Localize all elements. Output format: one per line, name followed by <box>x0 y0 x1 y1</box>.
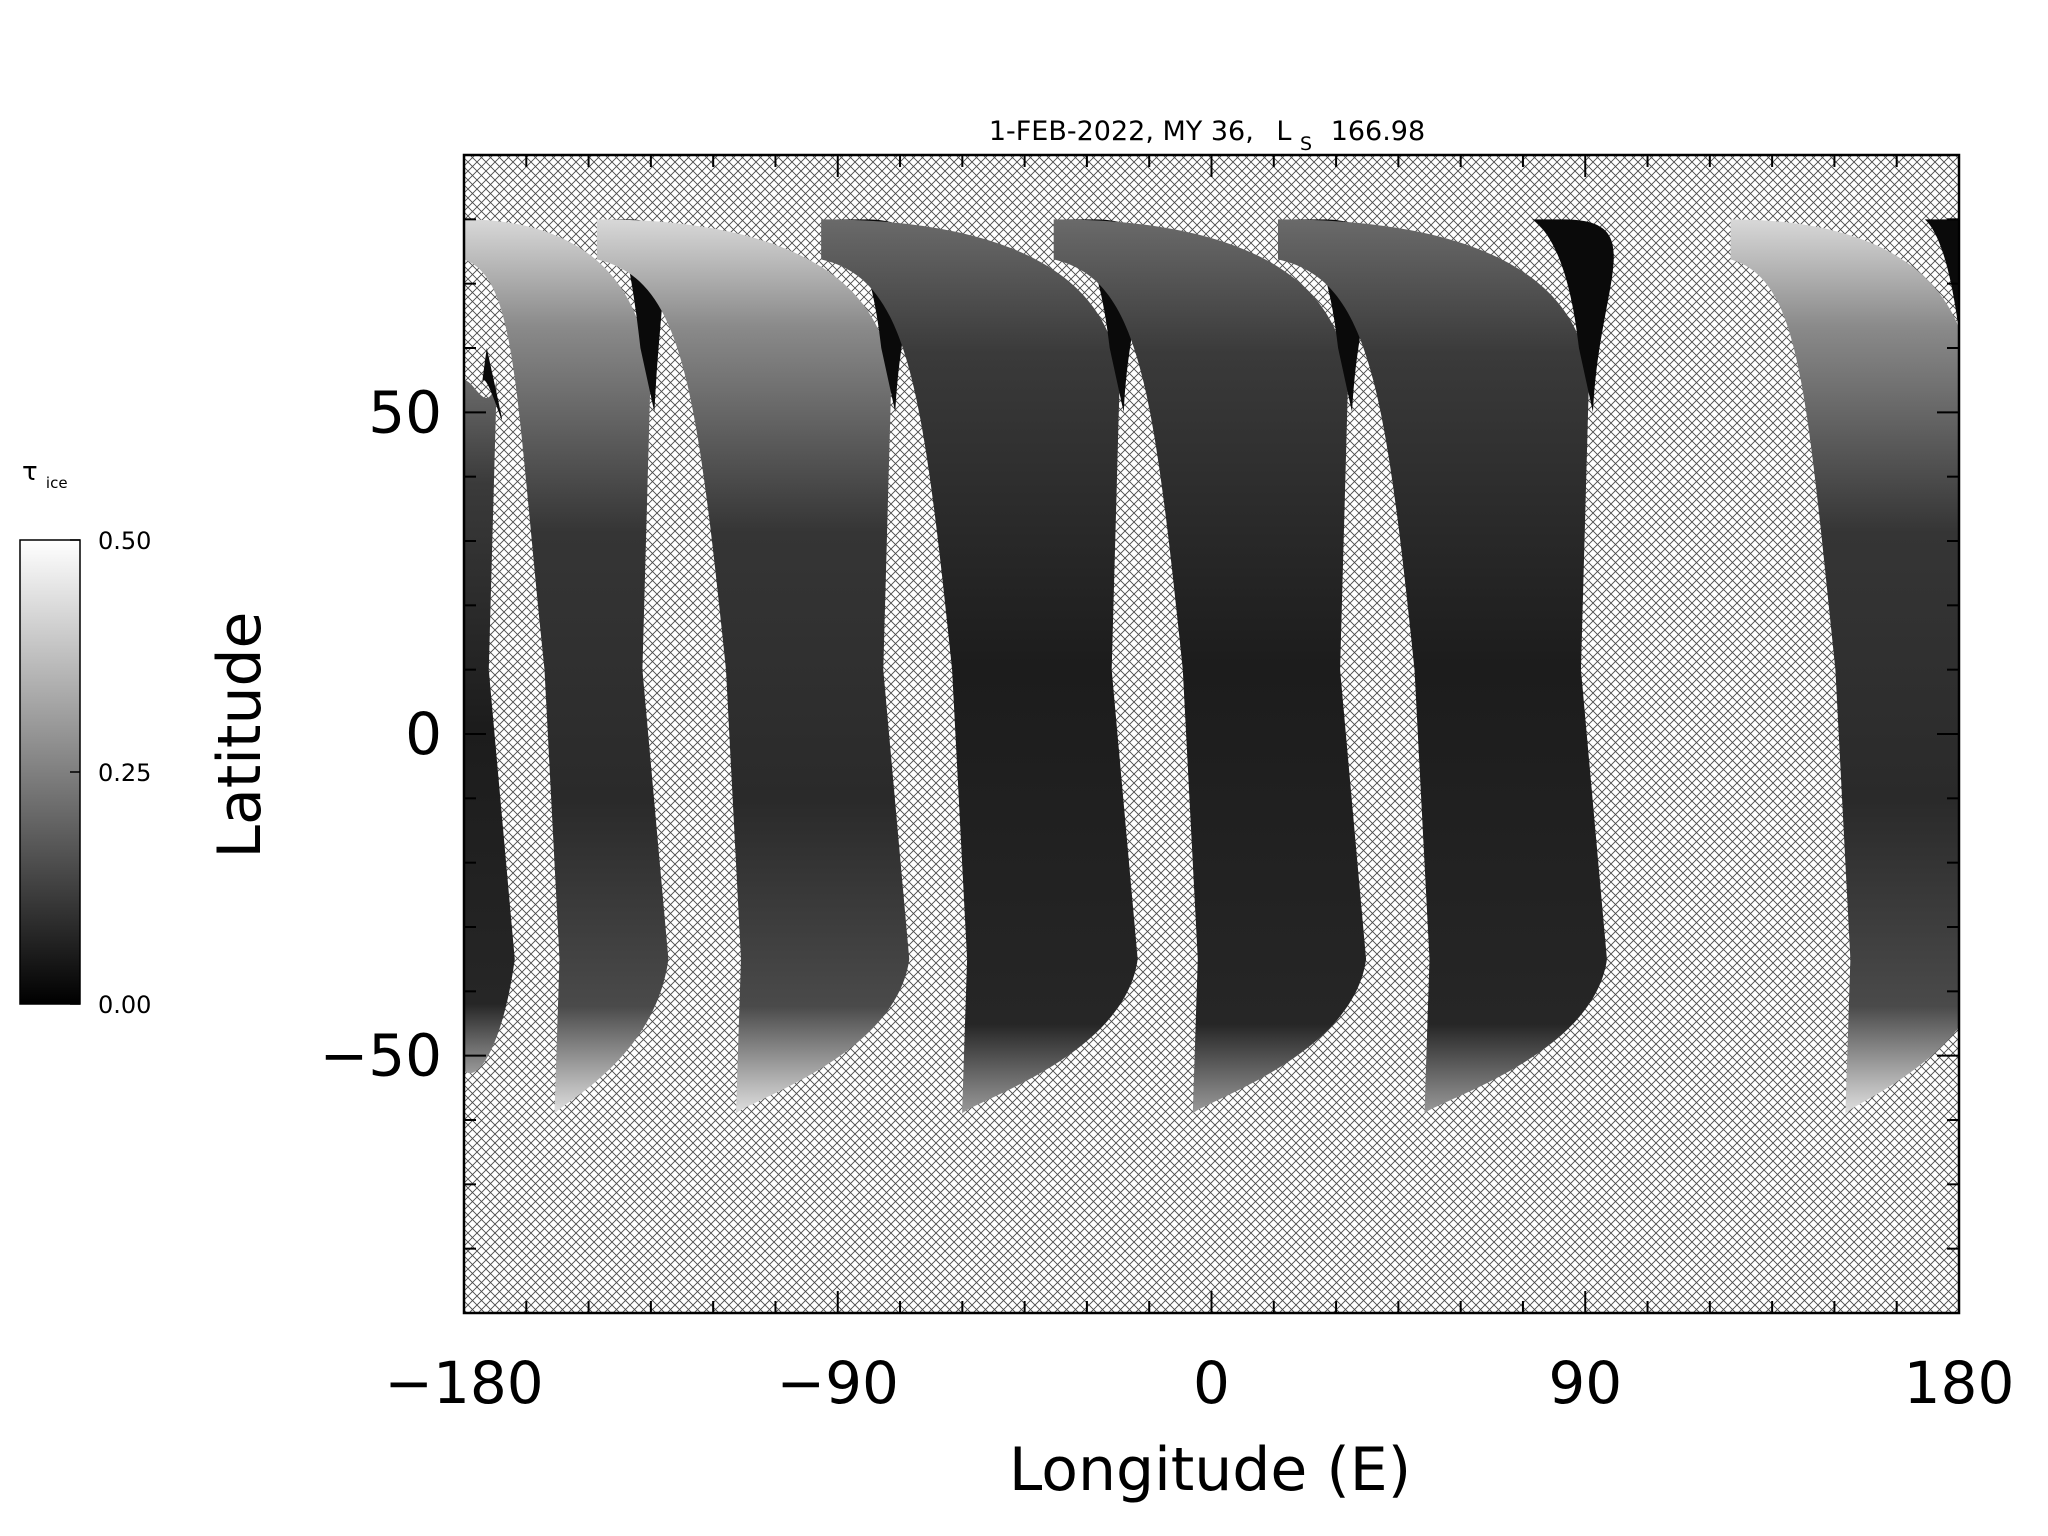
x-tick-label: −90 <box>777 1349 899 1417</box>
swath-edge <box>480 348 503 420</box>
y-axis-label: Latitude <box>205 612 275 859</box>
x-tick-label: 180 <box>1904 1349 2015 1417</box>
title-ls-value: 166.98 <box>1331 116 1425 147</box>
swath <box>821 219 1138 1114</box>
swath-edge <box>1532 219 1614 413</box>
x-tick-label: −180 <box>384 1349 543 1417</box>
colorbar-tick-label: 0.00 <box>98 991 151 1019</box>
y-tick-label: 50 <box>368 378 442 446</box>
swath-edge <box>1924 219 1959 332</box>
colorbar-label-symbol: τ <box>22 457 38 487</box>
y-tick-label: −50 <box>320 1022 442 1090</box>
title-date: 1-FEB-2022, MY 36, <box>989 116 1254 147</box>
swath <box>1053 219 1367 1114</box>
y-tick-labels: −50 0 50 <box>320 378 442 1089</box>
y-tick-label: 0 <box>405 700 442 768</box>
colorbar-tick-label: 0.25 <box>98 759 151 787</box>
swath <box>1277 219 1607 1114</box>
swath <box>464 380 515 1074</box>
colorbar-ticks: 0.50 0.25 0.00 <box>70 527 151 1019</box>
chart-title: 1-FEB-2022, MY 36, L S 166.98 <box>989 116 1425 157</box>
swath <box>464 219 669 1114</box>
title-ls-subscript: S <box>1300 133 1312 155</box>
x-tick-label: 0 <box>1193 1349 1230 1417</box>
x-tick-label: 90 <box>1548 1349 1622 1417</box>
colorbar-label-subscript: ice <box>46 474 68 492</box>
x-axis-label: Longitude (E) <box>1009 1435 1411 1505</box>
swath <box>1730 219 1959 1114</box>
title-ls-letter: L <box>1276 116 1291 147</box>
colorbar-label: τ ice <box>22 457 68 492</box>
x-tick-labels: −180 −90 0 90 180 <box>384 1349 2014 1417</box>
swath <box>596 219 910 1114</box>
colorbar-tick-label: 0.50 <box>98 527 151 555</box>
swath-layer <box>464 219 1959 1114</box>
axis-ticks <box>463 154 1960 1314</box>
